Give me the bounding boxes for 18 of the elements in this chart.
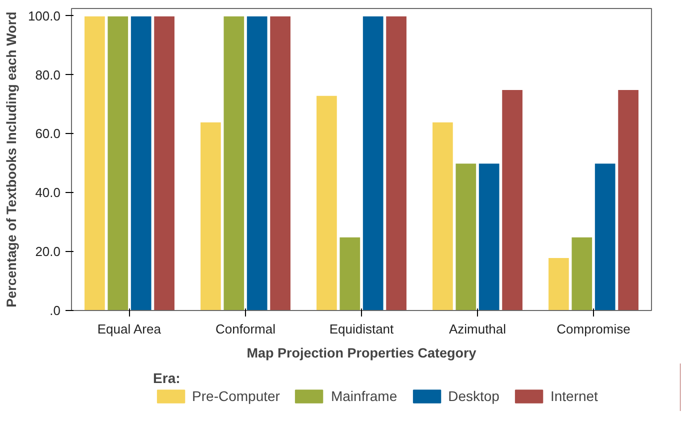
x-tick-label: Equal Area [97, 322, 162, 336]
y-tick-label: 60.0 [35, 126, 61, 142]
legend-label: Internet [550, 388, 598, 404]
legend-label: Desktop [448, 388, 500, 404]
legend-title: Era: [153, 370, 182, 386]
y-tick-label: 100.0 [28, 8, 61, 24]
legend-label: Mainframe [330, 388, 398, 404]
y-tick-label: 80.0 [35, 67, 61, 82]
x-tick-label: Azimuthal [448, 322, 506, 336]
x-tick-label: Conformal [216, 322, 276, 336]
y-axis-title: Percentage of Textbooks Including each Word [4, 12, 19, 308]
y-tick-label: 40.0 [35, 185, 61, 200]
x-axis-title: Map Projection Properties Category [246, 346, 477, 360]
x-tick-label: Compromise [556, 322, 630, 336]
x-tick-label: Equidistant [329, 322, 394, 336]
legend-label: Pre-Computer [192, 388, 280, 404]
y-tick-label: 20.0 [35, 244, 61, 260]
y-tick-label: .0 [50, 303, 60, 318]
